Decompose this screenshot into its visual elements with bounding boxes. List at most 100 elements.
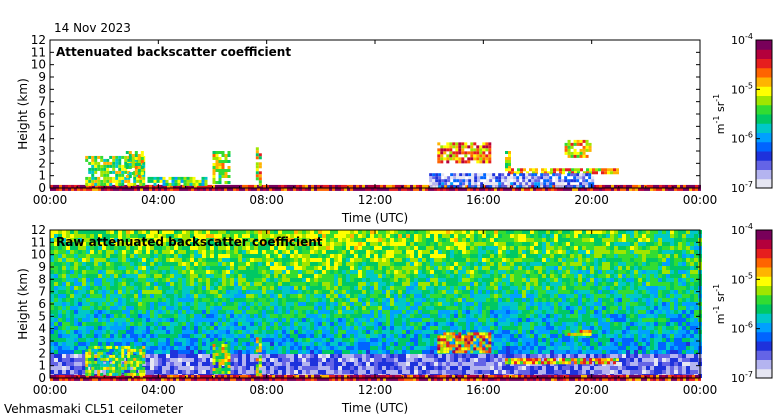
colorbar-swatch <box>756 40 772 50</box>
x-tick-label: 16:00 <box>466 193 501 207</box>
colorbar: 10-4 10-5 10-6 10-7 m-1 sr-1 <box>712 32 773 195</box>
backscatter-feature <box>505 168 619 175</box>
backscatter-feature <box>85 345 146 376</box>
x-tick-label: 04:00 <box>141 193 176 207</box>
colorbar-swatch <box>756 267 772 277</box>
y-tick-label: 12 <box>31 223 46 237</box>
y-tick-label: 11 <box>31 235 46 249</box>
instrument-label: Vehmasmaki CL51 ceilometer <box>4 402 183 416</box>
colorbar-tick-label: 10-5 <box>731 81 753 96</box>
colorbar-tick-label: 10-4 <box>731 32 753 47</box>
noise-field <box>50 230 702 378</box>
colorbar-swatch <box>756 132 772 143</box>
plot-background <box>50 40 700 188</box>
y-tick-label: 7 <box>38 95 46 109</box>
y-tick-label: 1 <box>38 359 46 373</box>
y-tick-label: 6 <box>38 107 46 121</box>
colorbar-swatch <box>756 151 772 161</box>
colorbar-swatch <box>756 276 772 286</box>
x-tick-label: 08:00 <box>249 193 284 207</box>
x-tick-label: 20:00 <box>574 383 609 397</box>
y-tick-label: 12 <box>31 33 46 47</box>
y-tick-label: 4 <box>38 132 46 146</box>
colorbar-tick-label: 10-6 <box>731 131 753 146</box>
x-tick-label: 00:00 <box>33 193 68 207</box>
colorbar-swatch <box>756 322 772 333</box>
colorbar-unit-label: m-1 sr-1 <box>712 94 727 134</box>
backscatter-feature <box>212 341 231 374</box>
colorbar-swatch <box>756 104 772 115</box>
colorbar-unit-label: m-1 sr-1 <box>712 284 727 324</box>
colorbar-swatch <box>756 257 772 268</box>
y-tick-label: 10 <box>31 58 46 72</box>
x-tick-label: 16:00 <box>466 383 501 397</box>
colorbar-tick-label: 10-4 <box>731 222 753 237</box>
backscatter-feature <box>147 176 208 186</box>
backscatter-feature <box>212 151 231 184</box>
colorbar-tick-label: 10-5 <box>731 271 753 286</box>
backscatter-feature <box>505 151 511 169</box>
y-tick-label: 0 <box>38 371 46 385</box>
y-tick-label: 6 <box>38 297 46 311</box>
colorbar-swatch <box>756 58 772 69</box>
y-tick-label: 9 <box>38 70 46 84</box>
colorbar-tick-label: 10-7 <box>731 370 753 385</box>
colorbar-swatch <box>756 368 772 379</box>
y-tick-label: 10 <box>31 248 46 262</box>
colorbar-swatch <box>756 294 772 305</box>
backscatter-feature <box>564 329 592 336</box>
colorbar-swatch <box>756 285 772 296</box>
colorbar-tick-label: 10-7 <box>731 180 753 195</box>
colorbar-swatch <box>756 169 772 180</box>
backscatter-feature <box>505 358 619 365</box>
y-axis-label: Height (km) <box>16 268 30 339</box>
colorbar-swatch <box>756 359 772 370</box>
x-tick-label: 08:00 <box>249 383 284 397</box>
backscatter-feature <box>437 332 492 354</box>
y-tick-label: 8 <box>38 272 46 286</box>
backscatter-feature <box>125 151 144 178</box>
colorbar-swatch <box>756 67 772 78</box>
plot-date: 14 Nov 2023 <box>54 21 131 35</box>
backscatter-feature <box>429 173 595 189</box>
colorbar-swatch <box>756 341 772 351</box>
backscatter-feature <box>50 374 701 381</box>
colorbar-swatch <box>756 77 772 87</box>
colorbar-swatch <box>756 123 772 133</box>
colorbar-swatch <box>756 178 772 189</box>
y-tick-label: 9 <box>38 260 46 274</box>
colorbar-swatch <box>756 49 772 59</box>
backscatter-feature <box>255 337 262 377</box>
colorbar-swatch <box>756 239 772 249</box>
colorbar-swatch <box>756 141 772 152</box>
colorbar-swatch <box>756 331 772 342</box>
y-tick-label: 11 <box>31 45 46 59</box>
panel-title: Raw attenuated backscatter coefficient <box>56 235 323 249</box>
x-axis-label: Time (UTC) <box>341 211 408 225</box>
colorbar-swatch <box>756 304 772 314</box>
colorbar-swatch <box>756 230 772 240</box>
y-tick-label: 7 <box>38 285 46 299</box>
y-tick-label: 5 <box>38 119 46 133</box>
x-tick-label: 00:00 <box>33 383 68 397</box>
y-tick-label: 3 <box>38 144 46 158</box>
y-tick-label: 8 <box>38 82 46 96</box>
backscatter-feature <box>437 142 492 164</box>
x-tick-label: 00:00 <box>683 193 718 207</box>
colorbar-tick-label: 10-6 <box>731 321 753 336</box>
colorbar-frame <box>755 39 773 189</box>
y-tick-label: 2 <box>38 346 46 360</box>
colorbar-swatch <box>756 160 772 170</box>
colorbar-swatch <box>756 86 772 96</box>
x-tick-label: 12:00 <box>358 383 393 397</box>
x-tick-label: 20:00 <box>574 193 609 207</box>
colorbar-frame <box>755 229 773 379</box>
colorbar-swatch <box>756 313 772 323</box>
x-axis-label: Time (UTC) <box>341 401 408 415</box>
colorbar-swatch <box>756 248 772 259</box>
colorbar-swatch <box>756 350 772 360</box>
